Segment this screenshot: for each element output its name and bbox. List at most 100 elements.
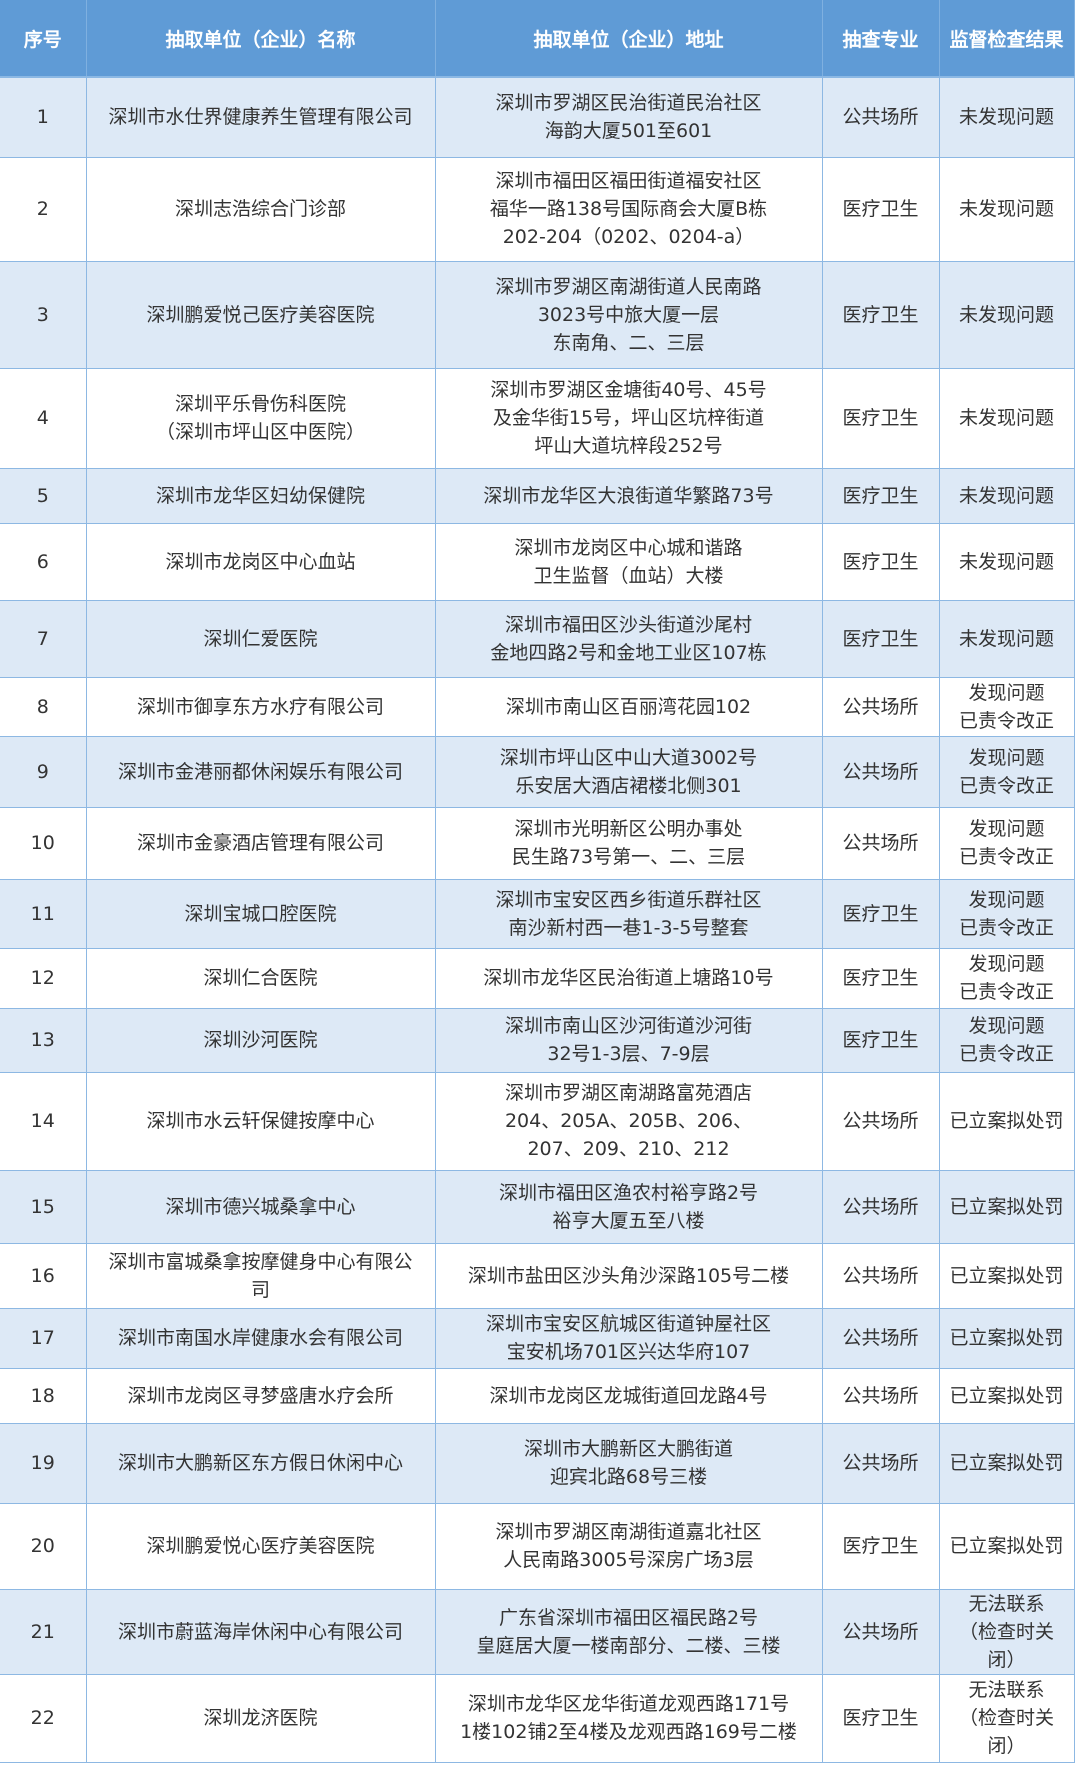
row-index-cell: 10 — [0, 806, 87, 880]
unit-address-cell: 深圳市福田区沙头街道沙尾村 金地四路2号和金地工业区107栋 — [434, 599, 823, 678]
table-row: 14 深圳市水云轩保健按摩中心 深圳市罗湖区南湖路富苑酒店 204、205A、205… — [0, 1071, 1075, 1171]
inspection-result-cell: 无法联系 （检查时关 闭） — [938, 1673, 1075, 1763]
row-index-cell: 2 — [0, 156, 87, 262]
row-index-cell: 9 — [0, 735, 87, 808]
table-row: 16 深圳市富城桑拿按摩健身中心有限公 司深圳市盐田区沙头角沙深路105号二楼 公共… — [0, 1242, 1075, 1309]
unit-address-cell: 深圳市福田区福田街道福安社区 福华一路138号国际商会大厦B栋 202-204（… — [434, 156, 823, 262]
category-cell: 公共场所 — [821, 676, 940, 737]
row-index-cell: 13 — [0, 1007, 87, 1073]
unit-address-cell: 深圳市坪山区中山大道3002号 乐安居大酒店裙楼北侧301 — [434, 735, 823, 808]
table-row: 18 深圳市龙岗区寻梦盛唐水疗会所 深圳市龙岗区龙城街道回龙路4号 公共场所 已立案拟处… — [0, 1367, 1075, 1424]
unit-name-cell: 深圳市大鹏新区东方假日休闲中心 — [85, 1422, 436, 1504]
unit-address-cell: 深圳市南山区沙河街道沙河街 32号1-3层、7-9层 — [434, 1007, 823, 1073]
row-index-cell: 8 — [0, 676, 87, 737]
row-index-cell: 1 — [0, 76, 87, 158]
row-index-cell: 3 — [0, 260, 87, 369]
unit-address-cell: 深圳市宝安区航城区街道钟屋社区 宝安机场701区兴达华府107 — [434, 1307, 823, 1369]
inspection-result-cell: 未发现问题 — [938, 522, 1075, 601]
row-index-cell: 17 — [0, 1307, 87, 1369]
inspection-result-cell: 未发现问题 — [938, 156, 1075, 262]
table-body: 1 深圳市水仕界健康养生管理有限公司 深圳市罗湖区民治街道民治社区 海韵大厦501至… — [0, 76, 1075, 1763]
table-header-row: 序号 抽取单位（企业）名称 抽取单位（企业）地址 抽查专业 监督检查结果 — [0, 0, 1075, 78]
unit-name-cell: 深圳市德兴城桑拿中心 — [85, 1169, 436, 1244]
category-cell: 医疗卫生 — [821, 156, 940, 262]
row-index-cell: 12 — [0, 947, 87, 1009]
category-cell: 公共场所 — [821, 1367, 940, 1424]
category-cell: 公共场所 — [821, 1422, 940, 1504]
unit-address-cell: 深圳市龙华区龙华街道龙观西路171号 1楼102铺2至4楼及龙观西路169号二楼 — [434, 1673, 823, 1763]
row-index-cell: 16 — [0, 1242, 87, 1309]
unit-address-cell: 广东省深圳市福田区福民路2号 皇庭居大厦一楼南部分、二楼、三楼 — [434, 1588, 823, 1675]
category-cell: 公共场所 — [821, 735, 940, 808]
inspection-result-cell: 发现问题 已责令改正 — [938, 806, 1075, 880]
table-row: 11 深圳宝城口腔医院 深圳市宝安区西乡街道乐群社区 南沙新村西一巷1-3-5号整套… — [0, 878, 1075, 949]
unit-name-cell: 深圳鹏爱悦己医疗美容医院 — [85, 260, 436, 369]
unit-address-cell: 深圳市罗湖区金塘街40号、45号 及金华街15号，坪山区坑梓街道 坪山大道坑梓段… — [434, 367, 823, 469]
table-row: 21 深圳市蔚蓝海岸休闲中心有限公司 广东省深圳市福田区福民路2号 皇庭居大厦一楼南… — [0, 1588, 1075, 1675]
unit-name-cell: 深圳志浩综合门诊部 — [85, 156, 436, 262]
unit-address-cell: 深圳市光明新区公明办事处 民生路73号第一、二、三层 — [434, 806, 823, 880]
unit-name-cell: 深圳市水仕界健康养生管理有限公司 — [85, 76, 436, 158]
unit-address-cell: 深圳市大鹏新区大鹏街道 迎宾北路68号三楼 — [434, 1422, 823, 1504]
category-cell: 医疗卫生 — [821, 522, 940, 601]
row-index-cell: 18 — [0, 1367, 87, 1424]
table-row: 9 深圳市金港丽都休闲娱乐有限公司 深圳市坪山区中山大道3002号 乐安居大酒店裙楼… — [0, 735, 1075, 808]
unit-address-cell: 深圳市宝安区西乡街道乐群社区 南沙新村西一巷1-3-5号整套 — [434, 878, 823, 949]
unit-name-cell: 深圳市龙华区妇幼保健院 — [85, 467, 436, 524]
table-row: 22 深圳龙济医院 深圳市龙华区龙华街道龙观西路171号 1楼102铺2至4楼及龙观… — [0, 1673, 1075, 1763]
table-row: 1 深圳市水仕界健康养生管理有限公司 深圳市罗湖区民治街道民治社区 海韵大厦501至… — [0, 76, 1075, 158]
category-cell: 公共场所 — [821, 76, 940, 158]
unit-name-cell: 深圳仁合医院 — [85, 947, 436, 1009]
inspection-result-cell: 已立案拟处罚 — [938, 1367, 1075, 1424]
unit-name-cell: 深圳仁爱医院 — [85, 599, 436, 678]
table-row: 17 深圳市南国水岸健康水会有限公司 深圳市宝安区航城区街道钟屋社区 宝安机场701… — [0, 1307, 1075, 1369]
inspection-result-cell: 发现问题 已责令改正 — [938, 878, 1075, 949]
row-index-cell: 14 — [0, 1071, 87, 1171]
table-row: 8 深圳市御享东方水疗有限公司 深圳市南山区百丽湾花园102 公共场所 发现问题 已责令… — [0, 676, 1075, 737]
unit-name-cell: 深圳沙河医院 — [85, 1007, 436, 1073]
unit-name-cell: 深圳市蔚蓝海岸休闲中心有限公司 — [85, 1588, 436, 1675]
table-row: 5 深圳市龙华区妇幼保健院 深圳市龙华区大浪街道华繁路73号 医疗卫生 未发现问题 — [0, 467, 1075, 524]
table-row: 3 深圳鹏爱悦己医疗美容医院 深圳市罗湖区南湖街道人民南路 3023号中旅大厦一层 … — [0, 260, 1075, 369]
inspection-result-cell: 未发现问题 — [938, 599, 1075, 678]
category-cell: 公共场所 — [821, 1242, 940, 1309]
table-row: 20 深圳鹏爱悦心医疗美容医院 深圳市罗湖区南湖街道嘉北社区 人民南路3005号深房… — [0, 1502, 1075, 1590]
unit-address-cell: 深圳市罗湖区南湖路富苑酒店 204、205A、205B、206、 207、209… — [434, 1071, 823, 1171]
header-index: 序号 — [0, 0, 87, 78]
inspection-result-cell: 未发现问题 — [938, 76, 1075, 158]
inspection-result-cell: 未发现问题 — [938, 467, 1075, 524]
category-cell: 公共场所 — [821, 1169, 940, 1244]
header-unit-address: 抽取单位（企业）地址 — [435, 0, 823, 78]
unit-address-cell: 深圳市罗湖区民治街道民治社区 海韵大厦501至601 — [434, 76, 823, 158]
row-index-cell: 11 — [0, 878, 87, 949]
inspection-result-cell: 无法联系 （检查时关 闭） — [938, 1588, 1075, 1675]
category-cell: 医疗卫生 — [821, 1673, 940, 1763]
unit-address-cell: 深圳市龙岗区中心城和谐路 卫生监督（血站）大楼 — [434, 522, 823, 601]
table-row: 13 深圳沙河医院 深圳市南山区沙河街道沙河街 32号1-3层、7-9层 医疗卫生 发现… — [0, 1007, 1075, 1073]
unit-name-cell: 深圳市御享东方水疗有限公司 — [85, 676, 436, 737]
category-cell: 医疗卫生 — [821, 367, 940, 469]
row-index-cell: 19 — [0, 1422, 87, 1504]
inspection-result-cell: 发现问题 已责令改正 — [938, 1007, 1075, 1073]
table-row: 15 深圳市德兴城桑拿中心 深圳市福田区渔农村裕亨路2号 裕亨大厦五至八楼 公共场所已… — [0, 1169, 1075, 1244]
unit-address-cell: 深圳市盐田区沙头角沙深路105号二楼 — [434, 1242, 823, 1309]
inspection-result-cell: 发现问题 已责令改正 — [938, 947, 1075, 1009]
unit-address-cell: 深圳市福田区渔农村裕亨路2号 裕亨大厦五至八楼 — [434, 1169, 823, 1244]
category-cell: 公共场所 — [821, 1307, 940, 1369]
category-cell: 医疗卫生 — [821, 1007, 940, 1073]
unit-name-cell: 深圳龙济医院 — [85, 1673, 436, 1763]
inspection-result-cell: 未发现问题 — [938, 260, 1075, 369]
unit-name-cell: 深圳鹏爱悦心医疗美容医院 — [85, 1502, 436, 1590]
category-cell: 医疗卫生 — [821, 599, 940, 678]
unit-address-cell: 深圳市龙岗区龙城街道回龙路4号 — [434, 1367, 823, 1424]
category-cell: 医疗卫生 — [821, 467, 940, 524]
unit-address-cell: 深圳市罗湖区南湖街道人民南路 3023号中旅大厦一层 东南角、二、三层 — [434, 260, 823, 369]
row-index-cell: 4 — [0, 367, 87, 469]
row-index-cell: 7 — [0, 599, 87, 678]
table-row: 2 深圳志浩综合门诊部 深圳市福田区福田街道福安社区 福华一路138号国际商会大厦B… — [0, 156, 1075, 262]
unit-name-cell: 深圳市富城桑拿按摩健身中心有限公 司 — [85, 1242, 436, 1309]
inspection-result-cell: 已立案拟处罚 — [938, 1071, 1075, 1171]
table-row: 4 深圳平乐骨伤科医院 （深圳市坪山区中医院） 深圳市罗湖区金塘街40号、45号 及… — [0, 367, 1075, 469]
unit-name-cell: 深圳市龙岗区中心血站 — [85, 522, 436, 601]
inspection-result-cell: 发现问题 已责令改正 — [938, 735, 1075, 808]
